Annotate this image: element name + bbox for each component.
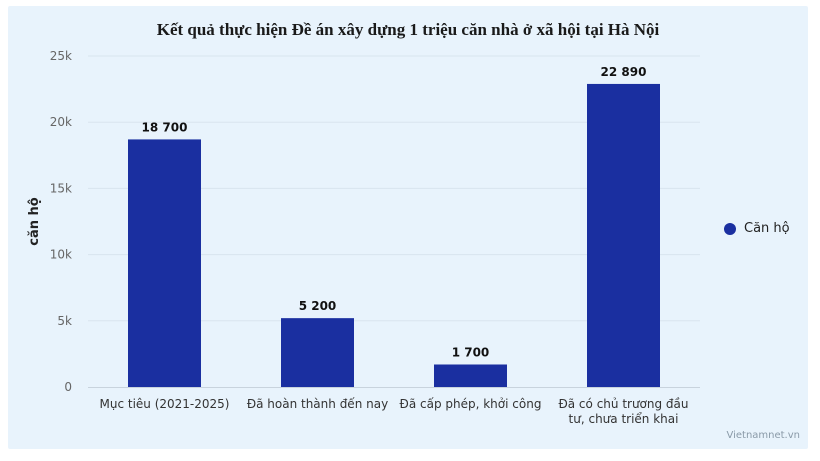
y-tick-label: 25k bbox=[50, 49, 72, 63]
legend-marker bbox=[724, 222, 736, 235]
x-category-label: tư, chưa triển khai bbox=[569, 412, 679, 426]
y-axis-ticks: 0 5k 10k 15k 20k 25k bbox=[50, 49, 72, 394]
x-category-label: Đã hoàn thành đến nay bbox=[247, 397, 388, 411]
chart-title: Kết quả thực hiện Đề án xây dựng 1 triệu… bbox=[156, 20, 660, 39]
bar[interactable] bbox=[434, 364, 507, 387]
y-tick-label: 5k bbox=[57, 314, 72, 328]
data-label: 5 200 bbox=[299, 299, 337, 313]
bar[interactable] bbox=[587, 83, 660, 387]
y-tick-label: 0 bbox=[64, 380, 72, 394]
legend[interactable]: Căn hộ bbox=[724, 221, 790, 236]
bars bbox=[128, 83, 660, 387]
y-axis-title: căn hộ bbox=[27, 197, 42, 246]
source-credit: Vietnamnet.vn bbox=[726, 430, 800, 441]
x-category-label: Đã cấp phép, khởi công bbox=[400, 397, 542, 411]
x-category-label: Đã có chủ trương đầu bbox=[558, 397, 688, 411]
x-axis-categories: Mục tiêu (2021-2025) Đã hoàn thành đến na… bbox=[100, 397, 689, 426]
x-category-label: Mục tiêu (2021-2025) bbox=[100, 397, 230, 411]
bar[interactable] bbox=[128, 139, 201, 387]
y-tick-label: 10k bbox=[50, 248, 72, 262]
data-label: 22 890 bbox=[601, 65, 647, 79]
legend-label: Căn hộ bbox=[744, 221, 790, 236]
data-label: 1 700 bbox=[452, 345, 490, 359]
y-tick-label: 20k bbox=[50, 115, 72, 129]
data-label: 18 700 bbox=[142, 120, 188, 134]
y-tick-label: 15k bbox=[50, 181, 72, 195]
bar[interactable] bbox=[281, 318, 354, 387]
data-labels: 18 700 5 200 1 700 22 890 bbox=[142, 65, 647, 360]
